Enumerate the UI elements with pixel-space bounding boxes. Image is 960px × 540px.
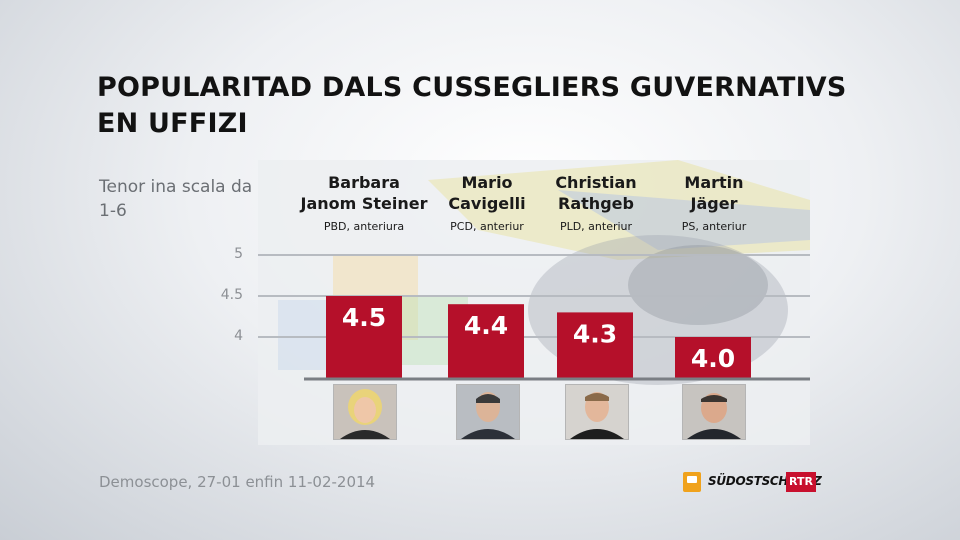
candidate-name-line1: Barbara xyxy=(328,173,400,192)
y-tick-label: 4.5 xyxy=(220,287,243,303)
candidate-name-line1: Christian xyxy=(555,173,637,192)
candidate-header: Martin Jäger PS, anteriur xyxy=(649,172,779,233)
chart-title: POPULARITAD DALS CUSSEGLIERS GUVERNATIVS… xyxy=(97,72,847,139)
candidate-name-line1: Martin xyxy=(684,173,744,192)
chart-subtitle: Tenor ina scala da 1-6 xyxy=(99,177,253,221)
candidate-photo xyxy=(565,384,629,440)
candidate-name-line2: Jäger xyxy=(690,194,738,213)
bar-value-label: 4.0 xyxy=(691,344,735,373)
candidate-photo xyxy=(682,384,746,440)
candidate-name-line2: Cavigelli xyxy=(448,194,526,213)
chart-panel: 4.5 4.4 4.3 4.0 xyxy=(258,160,810,445)
candidate-photo xyxy=(333,384,397,440)
candidate-name-line2: Rathgeb xyxy=(558,194,634,213)
bar xyxy=(675,337,751,378)
candidate-party: PLD, anteriur xyxy=(559,220,633,233)
portrait-icon xyxy=(457,385,519,439)
candidate-party: PS, anteriur xyxy=(681,220,747,233)
source-note: Demoscope, 27-01 enfin 11-02-2014 xyxy=(99,473,376,491)
portrait-icon xyxy=(334,385,396,439)
bar-value-label: 4.5 xyxy=(342,303,386,332)
bar xyxy=(557,312,633,378)
bar xyxy=(326,296,402,378)
bar-value-label: 4.4 xyxy=(464,311,508,340)
tv-logo-icon xyxy=(683,472,701,492)
y-tick-label: 4 xyxy=(234,328,243,344)
portrait-icon xyxy=(566,385,628,439)
y-tick-label: 5 xyxy=(234,246,243,262)
candidate-photo xyxy=(456,384,520,440)
bar-chart: 4.5 4.4 4.3 4.0 xyxy=(258,254,810,381)
bar-value-label: 4.3 xyxy=(573,319,617,348)
candidate-party: PCD, anteriur xyxy=(450,220,524,233)
portrait-icon xyxy=(683,385,745,439)
candidate-header: Barbara Janom Steiner PBD, anteriura xyxy=(299,172,429,233)
candidate-name-line1: Mario xyxy=(461,173,513,192)
candidate-header: Mario Cavigelli PCD, anteriur xyxy=(422,172,552,233)
candidate-header: Christian Rathgeb PLD, anteriur xyxy=(531,172,661,233)
candidate-name-line2: Janom Steiner xyxy=(300,194,428,213)
rtr-logo: RTR xyxy=(786,472,816,492)
bar xyxy=(448,304,524,378)
candidate-party: PBD, anteriura xyxy=(323,220,405,233)
